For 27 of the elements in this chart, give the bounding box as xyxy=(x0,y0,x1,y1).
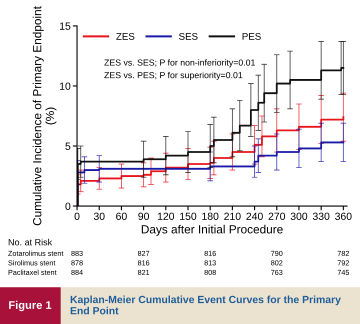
x-tick-label: 300 xyxy=(290,212,308,220)
x-tick-label: 0 xyxy=(74,212,80,220)
x-tick-label: 120 xyxy=(158,212,174,220)
y-tick-label: 15 xyxy=(60,22,70,30)
x-tick-label: 240 xyxy=(246,212,263,220)
x-tick-label: 150 xyxy=(180,212,196,220)
legend-label: SES xyxy=(179,32,198,40)
y-tick-label: 0 xyxy=(65,202,70,210)
annotation: ZES vs. SES; P for non-inferiority=0.01 xyxy=(104,59,255,68)
x-tick-label: 270 xyxy=(268,212,286,220)
x-axis-title: Days after Initial Procedure xyxy=(142,224,283,236)
x-tick-label: 60 xyxy=(116,212,127,220)
x-tick-label: 180 xyxy=(202,212,218,220)
annotation: ZES vs. PES; P for superiority=0.01 xyxy=(104,72,242,80)
x-tick-label: 90 xyxy=(138,212,149,220)
caption: Figure 1 xyxy=(9,300,52,312)
y-axis-title: Cumulative Incidence of Primary Endpoint (%) xyxy=(32,6,56,226)
x-tick-label: 30 xyxy=(94,212,105,220)
legend-label: ZES xyxy=(116,32,134,40)
x-tick-label: 330 xyxy=(312,212,330,220)
x-tick-label: 210 xyxy=(224,212,241,220)
legend-label: PES xyxy=(242,32,261,40)
text: No. at Risk xyxy=(8,238,52,246)
y-tick-label: 10 xyxy=(60,82,70,90)
text: Kaplan-Meier Cumulative Event Curves for the Primary End Point xyxy=(70,296,341,314)
x-tick-label: 360 xyxy=(335,212,352,220)
y-tick-label: 5 xyxy=(65,142,70,150)
